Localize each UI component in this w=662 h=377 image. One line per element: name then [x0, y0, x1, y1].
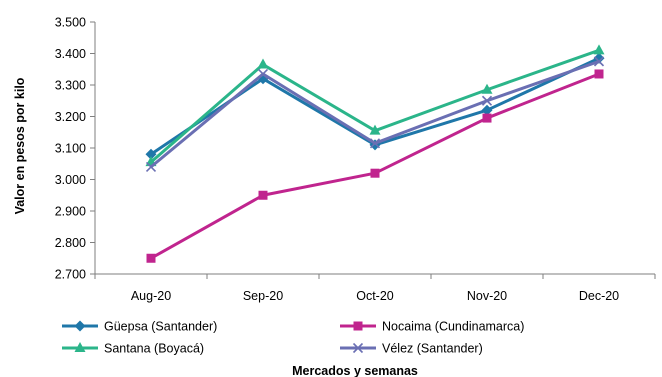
y-axis-title: Valor en pesos por kilo	[13, 77, 27, 214]
y-tick-label: 2.800	[55, 236, 86, 250]
y-tick-label: 3.300	[55, 79, 86, 93]
y-tick-label: 3.500	[55, 16, 86, 30]
y-tick-label: 3.000	[55, 173, 86, 187]
y-axis: 2.700 2.800 2.900 3.000 3.100 3.200 3.300 3.400…	[55, 16, 96, 282]
legend: Güepsa (Santander) Nocaima (Cundinamarca)…	[62, 320, 524, 356]
x-tick-label: Dec-20	[579, 289, 619, 303]
legend-label: Santana (Boyacá)	[104, 342, 204, 356]
series-4	[145, 56, 605, 172]
x-tick-label: Nov-20	[467, 289, 507, 303]
data-point	[145, 161, 157, 172]
data-point	[482, 113, 492, 123]
x-axis-title: Mercados y semanas	[292, 364, 418, 377]
y-tick-label: 2.700	[55, 268, 86, 282]
data-point	[257, 58, 269, 69]
series-line	[150, 59, 600, 169]
legend-label: Güepsa (Santander)	[104, 320, 217, 334]
legend-marker	[74, 342, 86, 352]
legend-item: Santana (Boyacá)	[62, 342, 204, 356]
legend-item: Vélez (Santander)	[340, 342, 483, 356]
legend-label: Vélez (Santander)	[382, 342, 483, 356]
data-point	[594, 69, 604, 79]
legend-label: Nocaima (Cundinamarca)	[382, 320, 524, 334]
data-point	[481, 95, 493, 106]
data-point	[369, 124, 381, 135]
series-2	[146, 69, 604, 263]
data-point	[593, 44, 605, 55]
data-point	[481, 104, 493, 116]
legend-marker	[353, 321, 363, 331]
x-tick-label: Sep-20	[243, 289, 283, 303]
y-tick-label: 3.400	[55, 47, 86, 61]
legend-marker	[74, 320, 86, 332]
x-tick-label: Aug-20	[131, 289, 171, 303]
data-point	[370, 168, 380, 178]
data-point	[257, 68, 269, 80]
data-point	[146, 253, 156, 263]
series-layer	[145, 44, 605, 263]
data-point	[145, 148, 157, 160]
x-axis: Aug-20 Sep-20 Oct-20 Nov-20 Dec-20	[94, 273, 656, 303]
y-tick-label: 2.900	[55, 205, 86, 219]
data-point	[593, 56, 605, 67]
data-point	[481, 83, 493, 94]
legend-marker	[352, 342, 364, 354]
data-point	[369, 138, 381, 149]
legend-item: Güepsa (Santander)	[62, 320, 217, 334]
y-tick-label: 3.200	[55, 110, 86, 124]
y-tick-label: 3.100	[55, 142, 86, 156]
data-point	[258, 190, 268, 200]
legend-item: Nocaima (Cundinamarca)	[340, 320, 524, 334]
x-tick-label: Oct-20	[356, 289, 394, 303]
